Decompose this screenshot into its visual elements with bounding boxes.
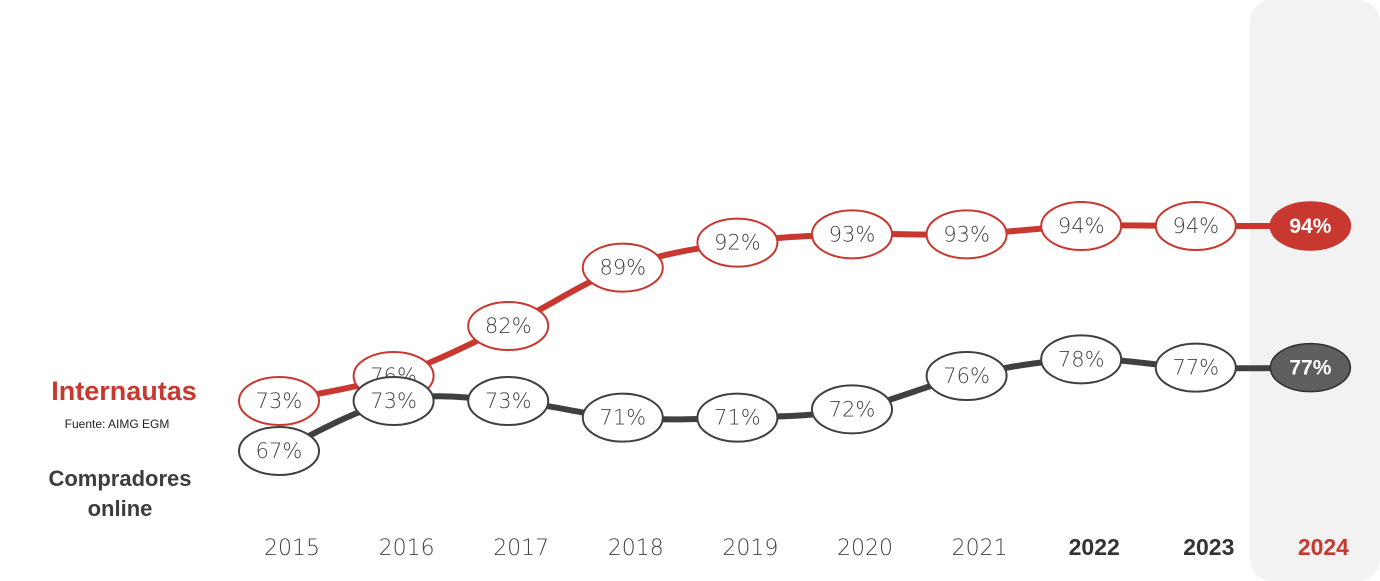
marker-compradores-online-2016 — [352, 376, 435, 426]
marker-internautas-2024 — [1269, 201, 1352, 251]
marker-compradores-online-2015 — [238, 426, 320, 476]
data-label-compradores-online-2015: 67% — [256, 439, 303, 463]
series-markers: 73% 76% 82% 89% 92% 93% 93% 94% 94% 94% 67% 73% 73% 7… — [238, 201, 1352, 476]
data-label-compradores-online-2021: 76% — [943, 364, 990, 388]
x-tick-2023: 2023 — [1183, 534, 1234, 560]
marker-internautas-2023 — [1154, 201, 1237, 251]
marker-internautas-2022 — [1040, 201, 1123, 251]
line-internautas — [276, 222, 1314, 404]
data-label-internautas-2018: 89% — [599, 256, 646, 280]
legend-compradores-line2: online — [88, 496, 153, 521]
marker-compradores-online-2019 — [696, 392, 779, 443]
marker-compradores-online-2018 — [581, 392, 664, 443]
data-label-internautas-2017: 82% — [485, 314, 532, 338]
x-tick-2015: 2015 — [264, 536, 320, 561]
line-compradores-online — [276, 356, 1314, 454]
marker-compradores-online-2022 — [1040, 334, 1123, 385]
marker-compradores-online-2017 — [467, 376, 550, 426]
legend-compradores-line1: Compradores — [48, 466, 191, 491]
data-label-internautas-2024: 94% — [1289, 215, 1331, 238]
x-tick-2017: 2017 — [493, 536, 549, 561]
data-label-compradores-online-2018: 71% — [599, 406, 646, 430]
data-label-compradores-online-2017: 73% — [485, 389, 532, 413]
marker-compradores-online-2020 — [811, 384, 893, 435]
marker-internautas-2021 — [925, 209, 1008, 260]
source-note: Fuente: AIMG EGM — [65, 417, 170, 431]
data-label-compradores-online-2023: 77% — [1172, 356, 1219, 380]
x-tick-2022: 2022 — [1069, 534, 1120, 560]
data-label-internautas-2021: 93% — [943, 222, 990, 246]
data-label-compradores-online-2022: 78% — [1058, 347, 1105, 371]
data-label-internautas-2023: 94% — [1172, 214, 1219, 238]
marker-compradores-online-2023 — [1154, 342, 1237, 393]
data-label-internautas-2015: 73% — [256, 389, 303, 413]
x-tick-2020: 2020 — [837, 536, 893, 561]
legend-internautas: Internautas — [51, 376, 197, 406]
x-tick-2021: 2021 — [952, 536, 1008, 561]
x-tick-2024: 2024 — [1298, 534, 1349, 560]
data-label-internautas-2020: 93% — [829, 222, 876, 246]
data-label-internautas-2022: 94% — [1058, 214, 1105, 238]
x-axis-tick-labels: 2015 2016 2017 2018 2019 2020 2021 2022 2023 2024 — [264, 534, 1349, 561]
x-tick-2016: 2016 — [379, 536, 435, 561]
marker-compradores-online-2024 — [1269, 342, 1352, 393]
data-label-compradores-online-2020: 72% — [829, 397, 876, 421]
x-tick-2019: 2019 — [722, 536, 778, 561]
marker-internautas-2018 — [581, 242, 664, 293]
marker-internautas-2015 — [238, 376, 320, 426]
data-label-internautas-2019: 92% — [714, 231, 761, 255]
marker-compradores-online-2021 — [925, 351, 1008, 401]
marker-internautas-2017 — [467, 301, 550, 351]
marker-internautas-2019 — [696, 217, 779, 268]
data-label-compradores-online-2024: 77% — [1289, 357, 1331, 380]
data-label-compradores-online-2019: 71% — [714, 406, 761, 430]
series-lines — [276, 222, 1314, 454]
data-label-compradores-online-2016: 73% — [370, 389, 417, 413]
marker-internautas-2020 — [811, 209, 893, 260]
x-tick-2018: 2018 — [608, 536, 664, 561]
highlight-column-2024 — [1250, 0, 1380, 581]
